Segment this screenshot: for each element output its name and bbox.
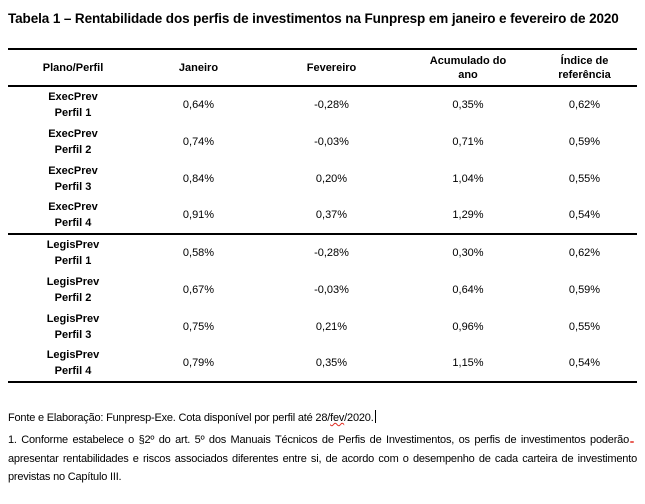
acumulado-value: 0,71% <box>452 135 484 148</box>
plan-name: ExecPrev Perfil 4 <box>48 201 98 229</box>
table-row-execprev-perfil-4: ExecPrev Perfil 4 0,91% 0,37% 1,29% 0,54… <box>8 197 637 234</box>
acumulado-value: 0,64% <box>452 283 484 296</box>
table-row-legisprev-perfil-1: LegisPrev Perfil 1 0,58% -0,28% 0,30% 0,… <box>8 234 637 271</box>
fevereiro-value: 0,37% <box>315 209 348 221</box>
plan-name: ExecPrev Perfil 1 <box>48 91 98 119</box>
profitability-table: Plano/Perfil Janeiro Fevereiro Acumulado… <box>8 48 637 383</box>
janeiro-value: 0,58% <box>182 247 215 259</box>
acumulado-value: 1,15% <box>452 357 484 369</box>
source-line: Fonte e Elaboração: Funpresp-Exe. Cota d… <box>8 409 637 428</box>
janeiro-value: 0,84% <box>182 172 215 185</box>
fevereiro-value: 0,35% <box>315 357 348 369</box>
indice-value: 0,55% <box>568 320 601 333</box>
plan-name: LegisPrev Perfil 2 <box>46 275 100 304</box>
fevereiro-value: 0,20% <box>315 172 348 185</box>
plan-name: LegisPrev Perfil 4 <box>46 349 100 377</box>
spellcheck-flagged-word: fev <box>330 412 345 424</box>
plan-name: ExecPrev Perfil 3 <box>48 164 98 193</box>
document-page: Tabela 1 – Rentabilidade dos perfis de i… <box>8 11 637 487</box>
plan-name: LegisPrev Perfil 1 <box>46 239 100 267</box>
header-row: Plano/Perfil Janeiro Fevereiro Acumulado… <box>8 49 637 86</box>
column-header-indice: Índice de referência <box>558 54 611 81</box>
plan-name: ExecPrev Perfil 2 <box>48 127 98 156</box>
source-text-after: /2020. <box>344 412 374 424</box>
spellcheck-mark <box>630 441 634 443</box>
indice-value: 0,59% <box>568 135 601 148</box>
table-row-legisprev-perfil-4: LegisPrev Perfil 4 0,79% 0,35% 1,15% 0,5… <box>8 345 637 382</box>
column-header-fevereiro: Fevereiro <box>306 61 357 74</box>
column-header-acumulado: Acumulado do ano <box>429 54 507 81</box>
fevereiro-value: -0,03% <box>314 135 349 148</box>
text-cursor <box>374 410 376 423</box>
fevereiro-value: 0,21% <box>315 320 348 333</box>
source-text-before: Fonte e Elaboração: Funpresp-Exe. Cota d… <box>8 412 331 424</box>
fevereiro-value: -0,28% <box>314 99 349 111</box>
indice-value: 0,62% <box>568 99 601 111</box>
footnote-part1: 1. Conforme estabelece o §2º do art. 5º … <box>8 434 629 446</box>
janeiro-value: 0,67% <box>182 283 215 296</box>
indice-value: 0,54% <box>568 209 601 221</box>
janeiro-value: 0,74% <box>182 135 215 148</box>
indice-value: 0,54% <box>568 357 601 369</box>
table-row-execprev-perfil-3: ExecPrev Perfil 3 0,84% 0,20% 1,04% 0,55… <box>8 160 637 197</box>
acumulado-value: 0,35% <box>452 99 484 111</box>
janeiro-value: 0,79% <box>182 357 215 369</box>
footnote: 1. Conforme estabelece o §2º do art. 5º … <box>8 431 637 487</box>
acumulado-value: 1,04% <box>452 172 484 185</box>
indice-value: 0,55% <box>568 172 601 185</box>
fevereiro-value: -0,03% <box>314 283 349 296</box>
indice-value: 0,62% <box>568 247 601 259</box>
janeiro-value: 0,64% <box>182 99 215 111</box>
fevereiro-value: -0,28% <box>314 247 349 259</box>
acumulado-value: 1,29% <box>452 209 484 221</box>
janeiro-value: 0,75% <box>182 320 215 333</box>
table-row-execprev-perfil-2: ExecPrev Perfil 2 0,74% -0,03% 0,71% 0,5… <box>8 123 637 160</box>
table-row-legisprev-perfil-3: LegisPrev Perfil 3 0,75% 0,21% 0,96% 0,5… <box>8 308 637 345</box>
table-row-legisprev-perfil-2: LegisPrev Perfil 2 0,67% -0,03% 0,64% 0,… <box>8 271 637 308</box>
table-title: Tabela 1 – Rentabilidade dos perfis de i… <box>8 11 619 26</box>
column-header-janeiro: Janeiro <box>178 61 219 74</box>
footer-block: Fonte e Elaboração: Funpresp-Exe. Cota d… <box>8 409 637 487</box>
table-row-execprev-perfil-1: ExecPrev Perfil 1 0,64% -0,28% 0,35% 0,6… <box>8 86 637 123</box>
plan-name: LegisPrev Perfil 3 <box>46 312 100 341</box>
acumulado-value: 0,96% <box>452 320 484 333</box>
column-header-plano-perfil: Plano/Perfil <box>42 61 104 74</box>
janeiro-value: 0,91% <box>182 209 215 221</box>
footnote-part2: apresentar rentabilidades e riscos assoc… <box>8 452 637 484</box>
acumulado-value: 0,30% <box>452 247 484 259</box>
indice-value: 0,59% <box>568 283 601 296</box>
